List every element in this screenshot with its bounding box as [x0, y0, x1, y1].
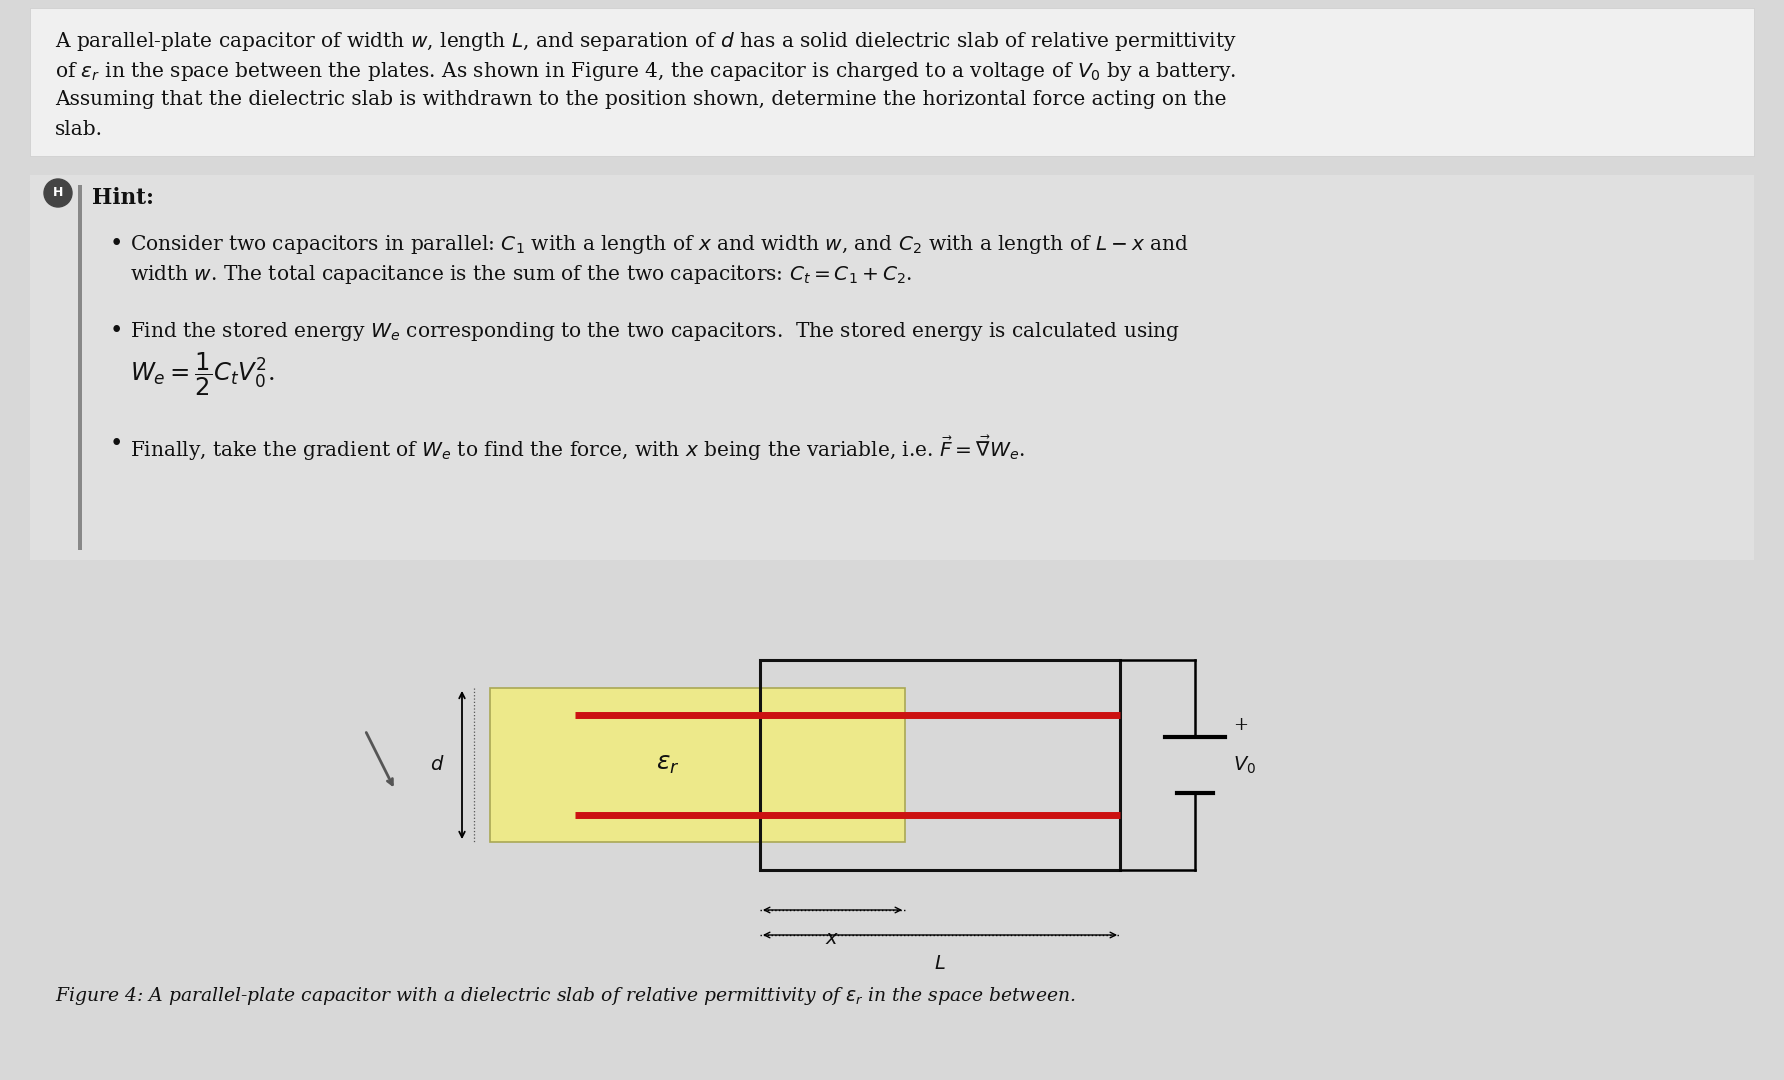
- Text: Find the stored energy $W_e$ corresponding to the two capacitors.  The stored en: Find the stored energy $W_e$ correspondi…: [130, 320, 1181, 343]
- Text: width $w$. The total capacitance is the sum of the two capacitors: $C_t = C_1 + : width $w$. The total capacitance is the …: [130, 264, 912, 286]
- Text: slab.: slab.: [55, 120, 103, 139]
- Text: $L$: $L$: [935, 955, 946, 973]
- Text: of $\varepsilon_r$ in the space between the plates. As shown in Figure 4, the ca: of $\varepsilon_r$ in the space between …: [55, 60, 1236, 83]
- Text: Consider two capacitors in parallel: $C_1$ with a length of $x$ and width $w$, a: Consider two capacitors in parallel: $C_…: [130, 233, 1188, 256]
- Bar: [491, 688, 904, 842]
- Text: $x$: $x$: [826, 930, 840, 948]
- Text: Figure 4: A parallel-plate capacitor with a dielectric slab of relative permitti: Figure 4: A parallel-plate capacitor wit…: [55, 985, 1076, 1007]
- Text: •: •: [111, 233, 123, 255]
- Text: $\varepsilon_r$: $\varepsilon_r$: [657, 754, 680, 777]
- Bar: [760, 660, 1120, 870]
- Bar: [30, 175, 1754, 561]
- Text: •: •: [111, 320, 123, 342]
- Text: +: +: [1233, 716, 1249, 734]
- Text: A parallel-plate capacitor of width $w$, length $L$, and separation of $d$ has a: A parallel-plate capacitor of width $w$,…: [55, 30, 1236, 53]
- Text: Finally, take the gradient of $W_e$ to find the force, with $x$ being the variab: Finally, take the gradient of $W_e$ to f…: [130, 433, 1024, 462]
- Text: Hint:: Hint:: [93, 187, 153, 210]
- Circle shape: [45, 179, 71, 207]
- Text: H: H: [54, 187, 62, 200]
- Bar: [78, 185, 82, 550]
- Bar: [30, 8, 1754, 156]
- Text: $W_e = \dfrac{1}{2}C_t V_0^2$.: $W_e = \dfrac{1}{2}C_t V_0^2$.: [130, 350, 275, 397]
- Text: $d$: $d$: [430, 756, 444, 774]
- Text: •: •: [111, 433, 123, 455]
- Text: Assuming that the dielectric slab is withdrawn to the position shown, determine : Assuming that the dielectric slab is wit…: [55, 90, 1227, 109]
- Text: $V_0$: $V_0$: [1233, 754, 1256, 775]
